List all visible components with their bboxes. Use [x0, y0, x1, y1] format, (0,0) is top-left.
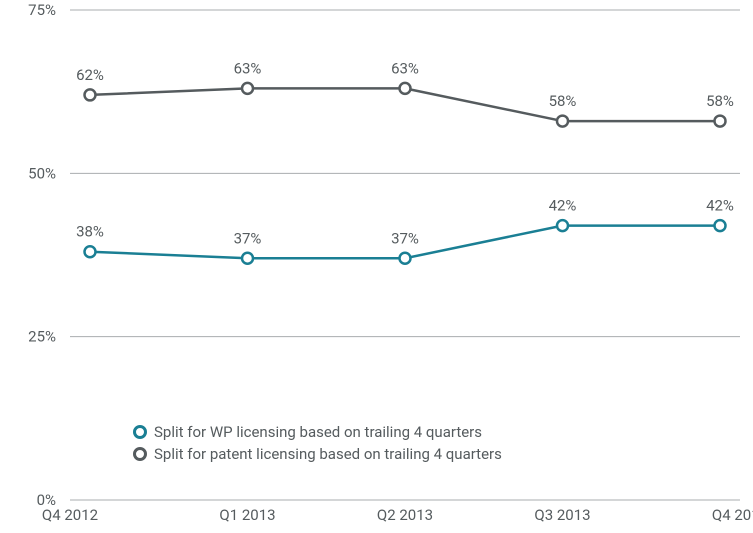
series-marker-wp [242, 253, 253, 264]
x-tick-label: Q2 2013 [377, 506, 433, 524]
y-tick-label: 25% [28, 328, 56, 346]
data-label-wp: 42% [706, 197, 734, 215]
series-marker-wp [400, 253, 411, 264]
series-marker-patent [715, 116, 726, 127]
data-label-patent: 63% [234, 59, 262, 77]
data-label-wp: 37% [234, 229, 262, 247]
x-tick-label: Q4 2012 [42, 506, 98, 524]
data-label-wp: 42% [549, 197, 577, 215]
x-tick-label: Q4 2013 [712, 506, 753, 524]
series-marker-wp [557, 220, 568, 231]
legend-marker-patent [135, 449, 146, 460]
series-marker-wp [715, 220, 726, 231]
x-tick-label: Q1 2013 [219, 506, 275, 524]
chart-svg: 0%25%50%75%Q4 2012Q1 2013Q2 2013Q3 2013Q… [0, 0, 753, 533]
series-marker-patent [85, 89, 96, 100]
y-tick-label: 50% [28, 164, 56, 182]
data-label-patent: 62% [76, 66, 104, 84]
series-marker-patent [557, 116, 568, 127]
legend-label-wp: Split for WP licensing based on trailing… [154, 423, 482, 441]
chart-container: 0%25%50%75%Q4 2012Q1 2013Q2 2013Q3 2013Q… [0, 0, 753, 533]
data-label-patent: 58% [549, 92, 577, 110]
data-label-patent: 58% [706, 92, 734, 110]
legend-label-patent: Split for patent licensing based on trai… [154, 445, 502, 463]
data-label-wp: 38% [76, 223, 104, 241]
series-marker-wp [85, 246, 96, 257]
series-marker-patent [242, 83, 253, 94]
x-tick-label: Q3 2013 [534, 506, 590, 524]
series-marker-patent [400, 83, 411, 94]
data-label-wp: 37% [391, 229, 419, 247]
data-label-patent: 63% [391, 59, 419, 77]
y-tick-label: 75% [28, 1, 56, 19]
legend-marker-wp [135, 427, 146, 438]
